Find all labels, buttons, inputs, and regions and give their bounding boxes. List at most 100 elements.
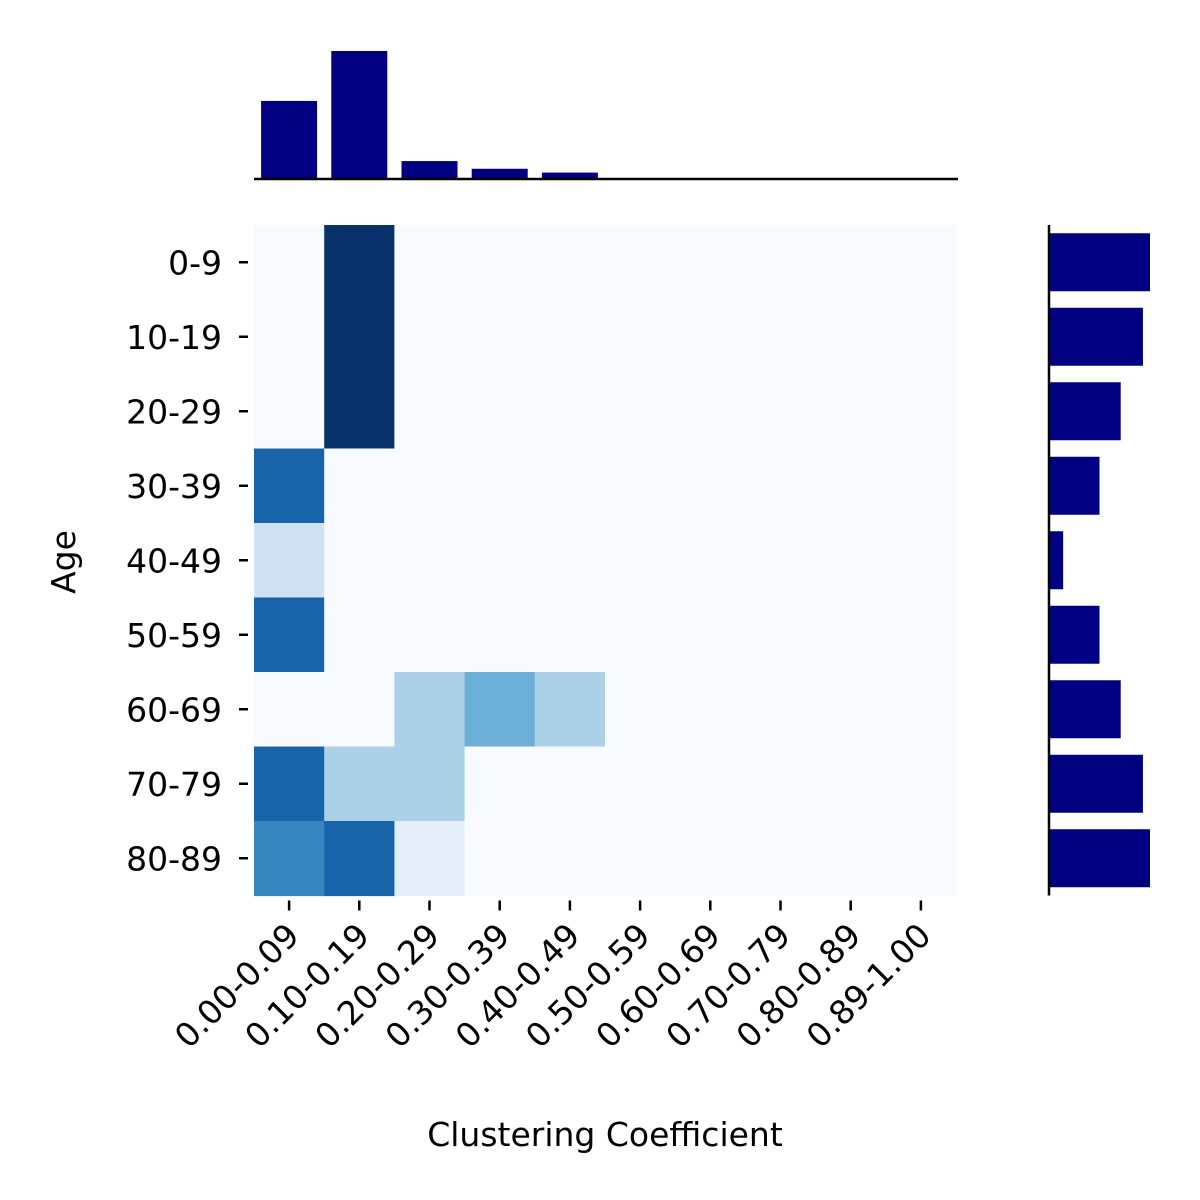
heatmap-cell — [534, 597, 606, 673]
y-tick-label: 60-69 — [126, 690, 222, 729]
heatmap-cell — [885, 299, 957, 375]
heatmap-cell — [324, 672, 395, 748]
heatmap-cell — [745, 374, 817, 450]
heatmap-cell — [675, 746, 746, 822]
heatmap-cell — [534, 374, 606, 450]
heatmap-cell — [324, 523, 395, 599]
right-histogram-bar — [1049, 754, 1143, 813]
heatmap-cell — [605, 448, 676, 524]
heatmap-cell — [534, 523, 606, 599]
heatmap-cell — [815, 225, 887, 301]
heatmap-cell — [605, 597, 676, 673]
heatmap-cell — [324, 299, 395, 375]
heatmap-cell — [885, 746, 957, 822]
heatmap-cell — [464, 299, 536, 375]
heatmap-cell — [815, 597, 887, 673]
y-axis: 0-9 10-19 20-29 30-39 40-49 50-59 60-69 70-79 80… — [126, 243, 248, 878]
y-tick-label: 0-9 — [168, 243, 222, 282]
y-tick-label: 10-19 — [126, 318, 222, 357]
right-histogram-bar — [1049, 456, 1100, 515]
heatmap-cell — [745, 821, 817, 897]
heatmap-cell — [324, 448, 395, 524]
heatmap-cell — [394, 299, 466, 375]
heatmap-cell — [534, 299, 606, 375]
heatmap — [254, 225, 957, 897]
y-tick-label: 20-29 — [126, 392, 222, 431]
heatmap-cell — [885, 374, 957, 450]
x-axis: 0.00-0.090.10-0.190.20-0.290.30-0.390.40… — [167, 900, 939, 1055]
heatmap-cell — [464, 746, 536, 822]
heatmap-cell — [675, 299, 746, 375]
heatmap-cell — [605, 299, 676, 375]
heatmap-cell — [324, 597, 395, 673]
heatmap-cell — [815, 299, 887, 375]
heatmap-cell — [394, 374, 466, 450]
heatmap-cell — [675, 374, 746, 450]
heatmap-cell — [745, 299, 817, 375]
heatmap-cell — [464, 225, 536, 301]
heatmap-cell — [605, 225, 676, 301]
y-tick-label: 40-49 — [126, 541, 222, 580]
heatmap-cell — [815, 672, 887, 748]
heatmap-cell — [254, 746, 325, 822]
heatmap-cell — [254, 299, 325, 375]
x-axis-title: Clustering Coefficient — [427, 1115, 783, 1154]
heatmap-cell — [254, 374, 325, 450]
heatmap-cell — [745, 225, 817, 301]
heatmap-cell — [464, 523, 536, 599]
y-tick-label: 30-39 — [126, 467, 222, 506]
heatmap-cell — [464, 821, 536, 897]
heatmap-cell — [675, 597, 746, 673]
heatmap-cell — [675, 448, 746, 524]
right-histogram-bar — [1049, 382, 1121, 441]
heatmap-cell — [324, 374, 395, 450]
heatmap-cell — [464, 597, 536, 673]
heatmap-cell — [394, 523, 466, 599]
heatmap-cell — [885, 225, 957, 301]
heatmap-cell — [815, 523, 887, 599]
heatmap-cell — [605, 746, 676, 822]
top-histogram-bar — [541, 172, 598, 179]
heatmap-cell — [745, 672, 817, 748]
heatmap-cell — [815, 448, 887, 524]
heatmap-cell — [605, 672, 676, 748]
y-tick-label: 70-79 — [126, 765, 222, 804]
right-histogram-bar — [1049, 829, 1150, 888]
heatmap-cell — [745, 448, 817, 524]
heatmap-cell — [464, 448, 536, 524]
heatmap-cell — [464, 672, 536, 748]
heatmap-cell — [534, 746, 606, 822]
top-histogram-bar — [261, 100, 318, 179]
heatmap-cell — [745, 597, 817, 673]
heatmap-cell — [394, 597, 466, 673]
heatmap-cell — [675, 225, 746, 301]
heatmap-cell — [605, 821, 676, 897]
heatmap-cell — [254, 225, 325, 301]
heatmap-cell — [885, 523, 957, 599]
heatmap-cell — [324, 821, 395, 897]
top-histogram-bar — [471, 168, 528, 179]
heatmap-cell — [254, 448, 325, 524]
heatmap-cell — [815, 374, 887, 450]
heatmap-cell — [815, 821, 887, 897]
heatmap-cell — [394, 225, 466, 301]
heatmap-cell — [394, 448, 466, 524]
heatmap-cell — [885, 597, 957, 673]
heatmap-cell — [254, 523, 325, 599]
heatmap-cell — [605, 523, 676, 599]
heatmap-cell — [675, 672, 746, 748]
heatmap-cell — [605, 374, 676, 450]
heatmap-cell — [254, 821, 325, 897]
right-histogram-bar — [1049, 307, 1143, 366]
top-marginal-histogram — [254, 51, 958, 181]
heatmap-cell — [254, 597, 325, 673]
right-histogram-bar — [1049, 531, 1064, 590]
top-histogram-bar — [331, 51, 388, 179]
heatmap-cell — [885, 821, 957, 897]
heatmap-cell — [885, 672, 957, 748]
heatmap-cell — [745, 746, 817, 822]
heatmap-cell — [394, 672, 466, 748]
y-axis-title: Age — [44, 530, 83, 594]
